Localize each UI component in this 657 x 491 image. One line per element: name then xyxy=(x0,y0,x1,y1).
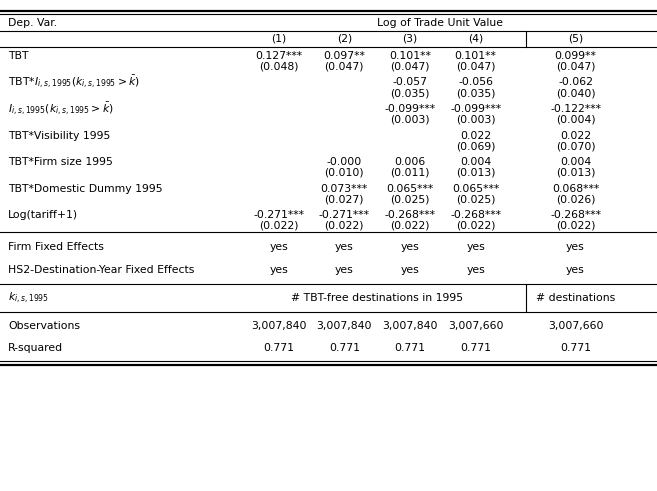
Text: # destinations: # destinations xyxy=(536,293,615,303)
Text: (0.047): (0.047) xyxy=(456,61,495,72)
Text: TBT*$I_{i,s,1995}$($k_{i,s,1995} > \bar{k}$): TBT*$I_{i,s,1995}$($k_{i,s,1995} > \bar{… xyxy=(8,74,140,91)
Text: -0.057: -0.057 xyxy=(392,78,428,87)
Text: yes: yes xyxy=(566,242,585,252)
Text: (0.013): (0.013) xyxy=(556,167,595,178)
Text: yes: yes xyxy=(269,242,288,252)
Text: -0.099***: -0.099*** xyxy=(450,104,501,114)
Text: yes: yes xyxy=(466,242,485,252)
Text: (0.035): (0.035) xyxy=(456,88,495,98)
Text: -0.056: -0.056 xyxy=(458,78,493,87)
Text: (0.022): (0.022) xyxy=(259,220,298,231)
Text: 0.022: 0.022 xyxy=(560,131,591,140)
Text: yes: yes xyxy=(466,265,485,275)
Text: 3,007,840: 3,007,840 xyxy=(251,321,306,330)
Text: (0.047): (0.047) xyxy=(390,61,430,72)
Text: (0.013): (0.013) xyxy=(456,167,495,178)
Text: 0.004: 0.004 xyxy=(460,157,491,167)
Text: R-squared: R-squared xyxy=(8,343,63,353)
Text: Log of Trade Unit Value: Log of Trade Unit Value xyxy=(376,18,503,27)
Text: 0.073***: 0.073*** xyxy=(321,184,368,193)
Text: (0.022): (0.022) xyxy=(390,220,430,231)
Text: 0.065***: 0.065*** xyxy=(452,184,499,193)
Text: (0.010): (0.010) xyxy=(325,167,364,178)
Text: 0.004: 0.004 xyxy=(560,157,591,167)
Text: (0.070): (0.070) xyxy=(556,141,595,151)
Text: (0.047): (0.047) xyxy=(556,61,595,72)
Text: -0.062: -0.062 xyxy=(558,78,593,87)
Text: TBT: TBT xyxy=(8,51,28,61)
Text: Dep. Var.: Dep. Var. xyxy=(8,18,57,27)
Text: 3,007,660: 3,007,660 xyxy=(548,321,603,330)
Text: (0.027): (0.027) xyxy=(325,194,364,204)
Text: (0.004): (0.004) xyxy=(556,114,595,125)
Text: Firm Fixed Effects: Firm Fixed Effects xyxy=(8,242,104,252)
Text: (0.025): (0.025) xyxy=(456,194,495,204)
Text: Log(tariff+1): Log(tariff+1) xyxy=(8,210,78,220)
Text: 0.771: 0.771 xyxy=(560,343,591,353)
Text: TBT*Domestic Dummy 1995: TBT*Domestic Dummy 1995 xyxy=(8,184,162,193)
Text: 0.127***: 0.127*** xyxy=(255,51,302,61)
Text: yes: yes xyxy=(335,242,353,252)
Text: -0.268***: -0.268*** xyxy=(384,210,436,220)
Text: (3): (3) xyxy=(402,34,418,44)
Text: 0.771: 0.771 xyxy=(460,343,491,353)
Text: (0.047): (0.047) xyxy=(325,61,364,72)
Text: yes: yes xyxy=(269,265,288,275)
Text: -0.099***: -0.099*** xyxy=(384,104,436,114)
Text: (1): (1) xyxy=(271,34,286,44)
Text: (2): (2) xyxy=(336,34,352,44)
Text: -0.271***: -0.271*** xyxy=(319,210,370,220)
Text: TBT*Visibility 1995: TBT*Visibility 1995 xyxy=(8,131,110,140)
Text: 0.006: 0.006 xyxy=(394,157,426,167)
Text: (0.025): (0.025) xyxy=(390,194,430,204)
Text: 0.099**: 0.099** xyxy=(555,51,597,61)
Text: (0.069): (0.069) xyxy=(456,141,495,151)
Text: TBT*Firm size 1995: TBT*Firm size 1995 xyxy=(8,157,113,167)
Text: -0.268***: -0.268*** xyxy=(550,210,601,220)
Text: 0.097**: 0.097** xyxy=(323,51,365,61)
Text: (0.003): (0.003) xyxy=(390,114,430,125)
Text: 3,007,840: 3,007,840 xyxy=(382,321,438,330)
Text: -0.271***: -0.271*** xyxy=(253,210,304,220)
Text: 0.022: 0.022 xyxy=(460,131,491,140)
Text: 0.101**: 0.101** xyxy=(455,51,497,61)
Text: (0.026): (0.026) xyxy=(556,194,595,204)
Text: (5): (5) xyxy=(568,34,583,44)
Text: 0.771: 0.771 xyxy=(328,343,360,353)
Text: (4): (4) xyxy=(468,34,484,44)
Text: 0.771: 0.771 xyxy=(263,343,294,353)
Text: 0.065***: 0.065*** xyxy=(386,184,434,193)
Text: (0.022): (0.022) xyxy=(325,220,364,231)
Text: (0.040): (0.040) xyxy=(556,88,595,98)
Text: yes: yes xyxy=(401,242,419,252)
Text: 0.068***: 0.068*** xyxy=(552,184,599,193)
Text: yes: yes xyxy=(566,265,585,275)
Text: -0.268***: -0.268*** xyxy=(450,210,501,220)
Text: -0.000: -0.000 xyxy=(327,157,362,167)
Text: (0.003): (0.003) xyxy=(456,114,495,125)
Text: $I_{i,s,1995}$($k_{i,s,1995} > \bar{k}$): $I_{i,s,1995}$($k_{i,s,1995} > \bar{k}$) xyxy=(8,100,114,118)
Text: (0.011): (0.011) xyxy=(390,167,430,178)
Text: (0.035): (0.035) xyxy=(390,88,430,98)
Text: 0.101**: 0.101** xyxy=(389,51,431,61)
Text: # TBT-free destinations in 1995: # TBT-free destinations in 1995 xyxy=(291,293,463,303)
Text: (0.022): (0.022) xyxy=(556,220,595,231)
Text: (0.048): (0.048) xyxy=(259,61,298,72)
Text: -0.122***: -0.122*** xyxy=(550,104,601,114)
Text: HS2-Destination-Year Fixed Effects: HS2-Destination-Year Fixed Effects xyxy=(8,265,194,275)
Text: (0.022): (0.022) xyxy=(456,220,495,231)
Text: yes: yes xyxy=(401,265,419,275)
Text: 0.771: 0.771 xyxy=(394,343,426,353)
Text: yes: yes xyxy=(335,265,353,275)
Text: $k_{i,s,1995}$: $k_{i,s,1995}$ xyxy=(8,291,49,306)
Text: 3,007,660: 3,007,660 xyxy=(448,321,503,330)
Text: Observations: Observations xyxy=(8,321,80,330)
Text: 3,007,840: 3,007,840 xyxy=(317,321,372,330)
